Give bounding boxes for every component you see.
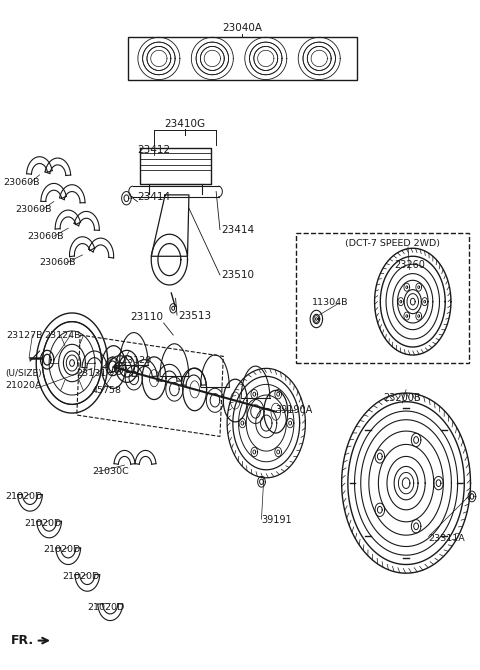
Text: 23040A: 23040A [222,23,263,34]
Text: 21020A: 21020A [5,381,42,390]
Text: 21030C: 21030C [92,467,129,476]
Bar [296,233,469,363]
Text: 23200B: 23200B [384,393,421,403]
Text: 39190A: 39190A [276,405,313,415]
Text: 23124B: 23124B [44,330,81,340]
Text: 23060B: 23060B [16,205,52,214]
Text: 23513: 23513 [178,312,211,322]
Text: 21020D: 21020D [43,545,81,554]
Bar [128,37,357,80]
Text: 23120: 23120 [121,356,152,365]
Text: 11304B: 11304B [312,298,348,308]
Text: 21020D: 21020D [62,572,100,581]
Text: 23414: 23414 [137,192,170,202]
Text: FR.: FR. [11,634,34,647]
Text: 23260: 23260 [394,259,425,269]
Text: 23060B: 23060B [28,232,64,241]
Text: 21020D: 21020D [5,492,42,501]
Text: 23127B: 23127B [6,330,43,340]
Text: 23060B: 23060B [39,259,76,267]
Text: (U/SIZE): (U/SIZE) [5,369,42,379]
Text: 39191: 39191 [262,515,292,525]
Text: 23510: 23510 [221,270,254,280]
Text: 23410G: 23410G [165,119,206,129]
Text: 23412: 23412 [137,145,170,155]
Text: 23110: 23110 [131,312,164,322]
Text: 21020D: 21020D [24,519,61,528]
Text: 23131: 23131 [76,369,106,378]
Text: 21020D: 21020D [87,603,124,612]
Text: 23414: 23414 [221,224,254,234]
Text: 23060B: 23060B [4,178,40,188]
Text: 45758: 45758 [91,386,121,395]
Text: (DCT-7 SPEED 2WD): (DCT-7 SPEED 2WD) [345,239,440,249]
Text: 23311A: 23311A [429,534,465,543]
